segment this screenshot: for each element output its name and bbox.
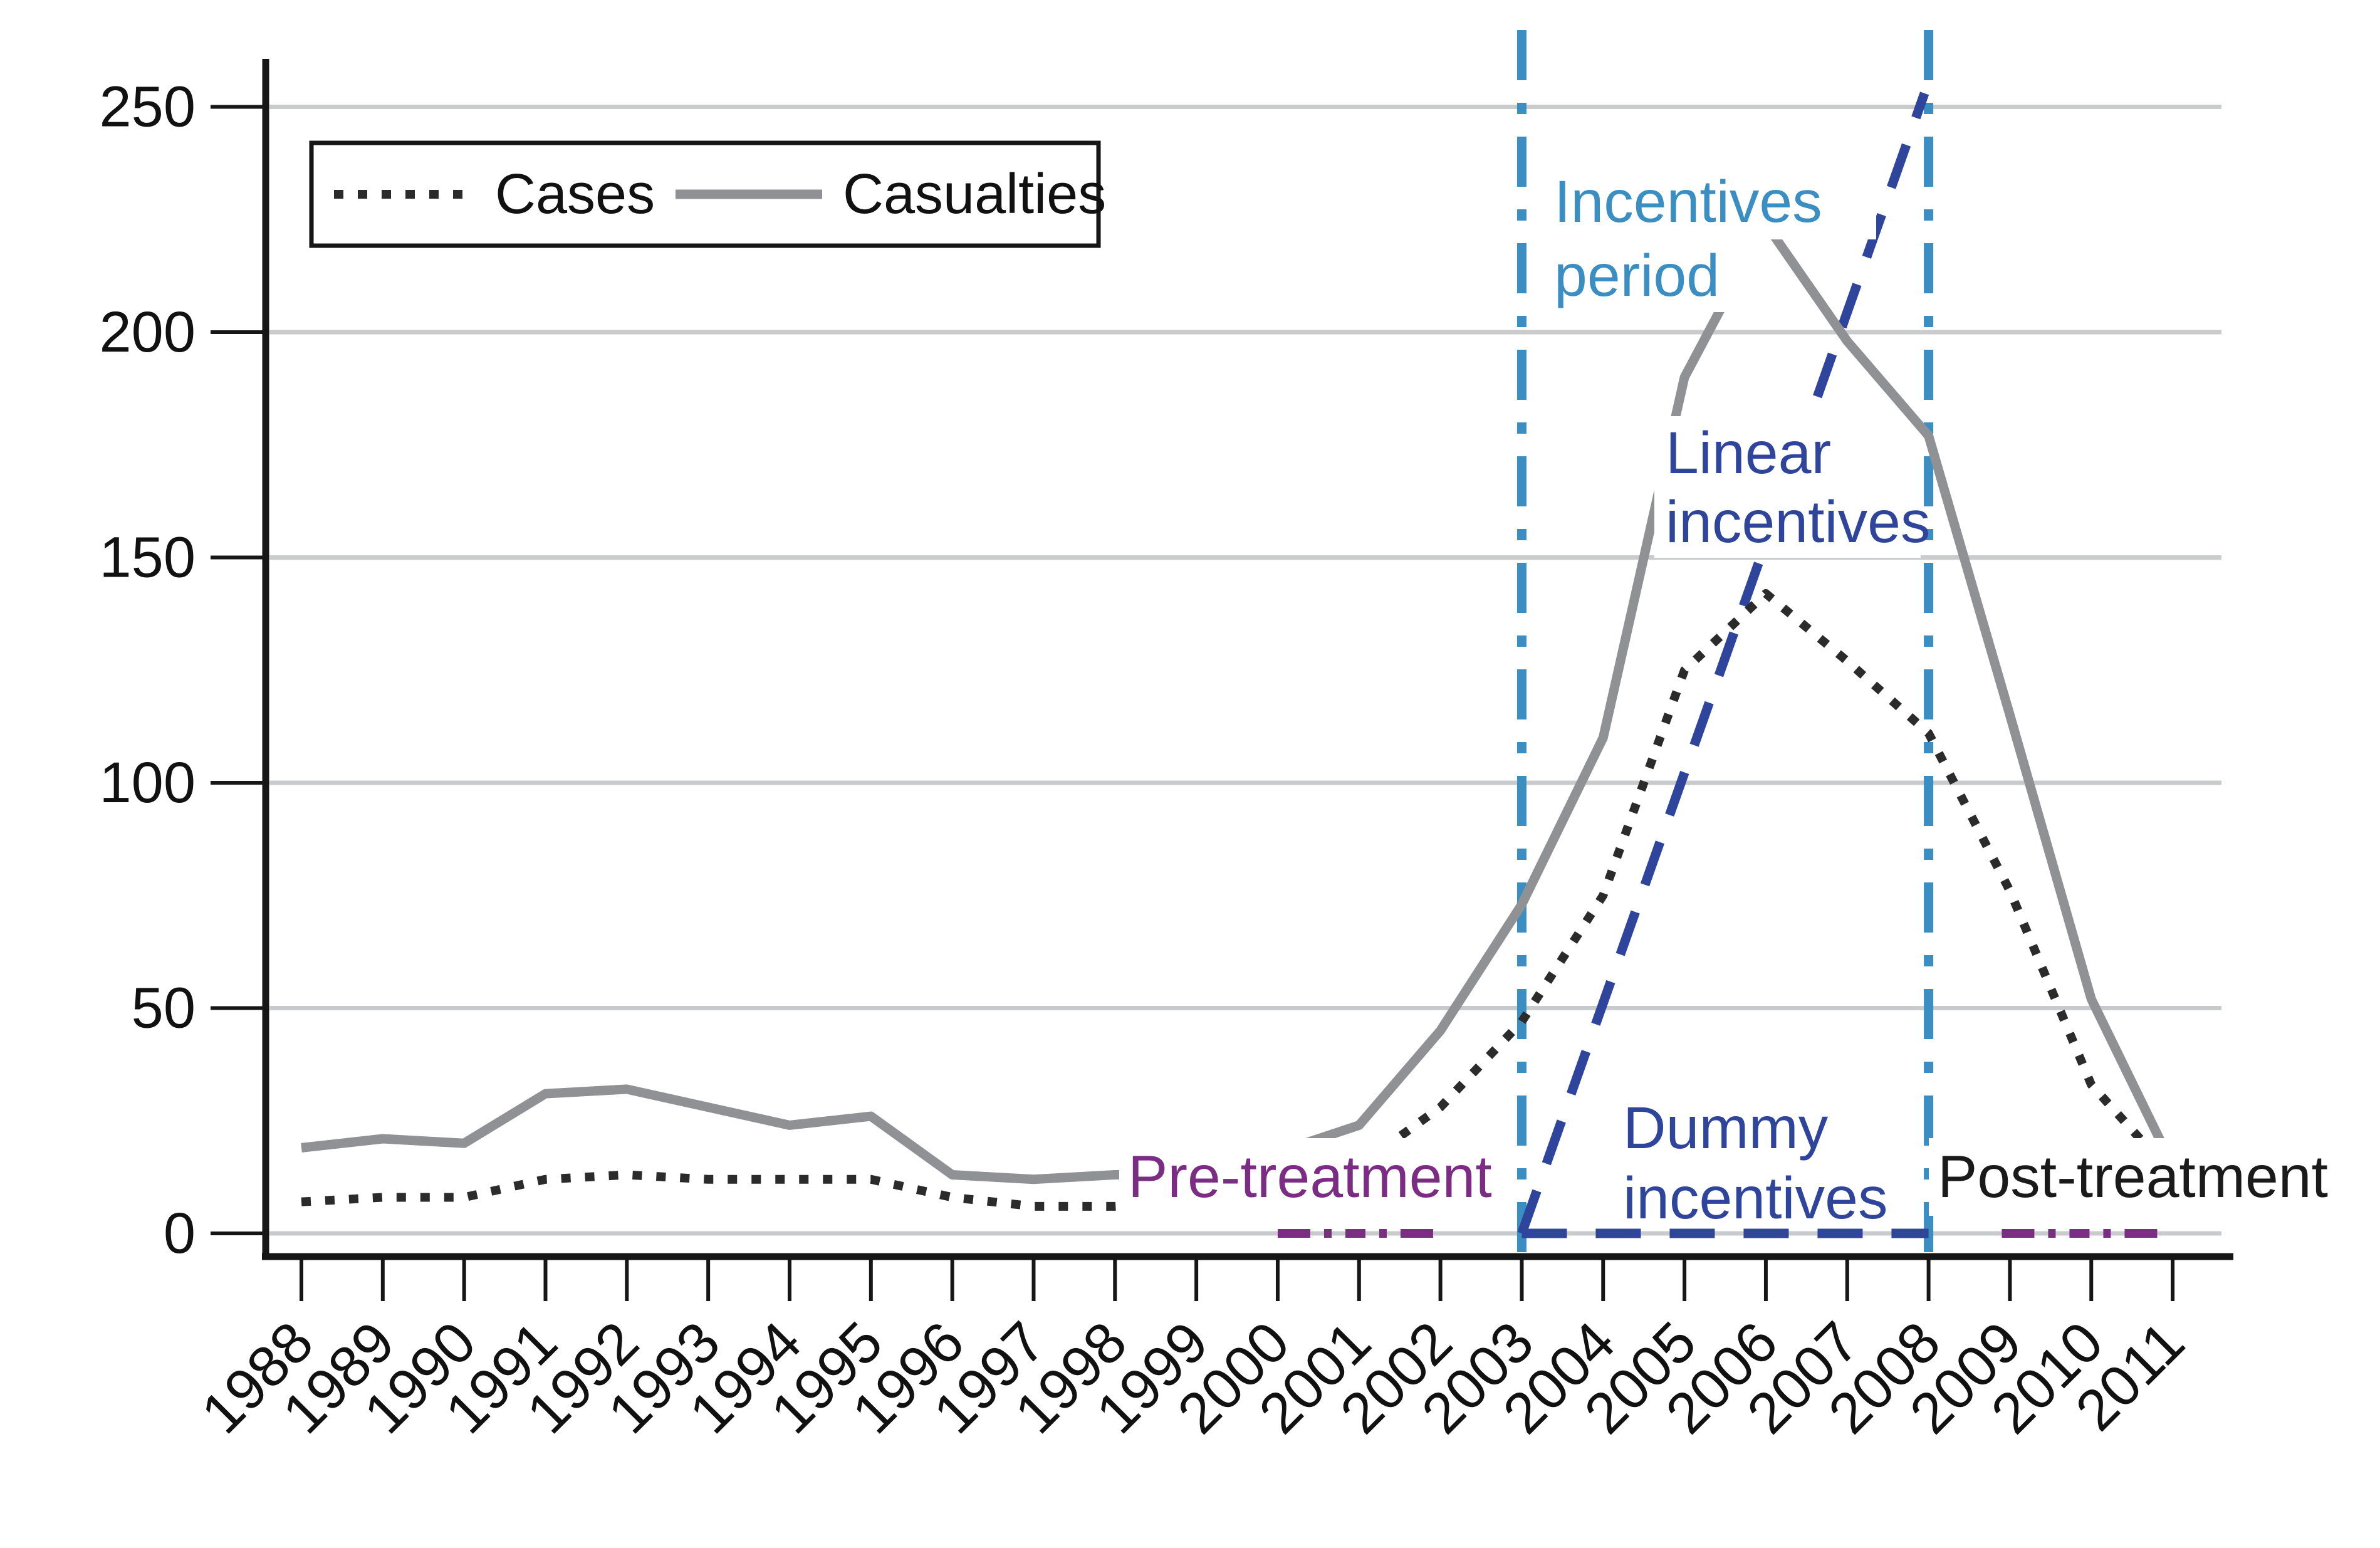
incentives-period-bg-0 [1543,164,1876,239]
legend-casualties-label: Casualties [843,163,1106,226]
linear-incentives-label-1: incentives [1666,489,1930,555]
post-treatment-bg-0 [1929,1138,2347,1216]
incentives-period-label-0: Incentives [1554,169,1822,235]
y-tick-label-0: 0 [164,1201,196,1265]
legend: Cases Casualties [309,140,1106,248]
legend-cases-label: Cases [495,163,655,226]
axes [262,59,2233,1260]
y-tick-label-150: 150 [100,526,196,590]
y-tick-label-250: 250 [100,75,196,139]
pre-treatment-bg-0 [1119,1138,1506,1216]
y-tick-label-50: 50 [132,976,196,1040]
linear-incentives-label-0: Linear [1666,420,1831,486]
linear-incentives-bg-1 [1654,486,1921,558]
y-gridlines [269,105,2221,1236]
dummy-incentives-bg-0 [1612,1090,1842,1166]
linear-incentives-bg-0 [1654,416,1846,490]
incentives-period-vlines [1516,30,1934,1257]
pre-treatment-label-0: Pre-treatment [1128,1144,1492,1210]
dummy-incentives-label-0: Dummy [1623,1095,1829,1161]
incentives-period-bg-1 [1543,239,1763,312]
dummy-incentives-bg-1 [1612,1162,1895,1228]
y-tick-label-200: 200 [100,300,196,364]
incentives-period-label-1: period [1554,243,1720,309]
y-axis-ticks-labels: 0 50 100 150 200 250 [100,75,263,1265]
post-treatment-label-0: Post-treatment [1938,1144,2328,1210]
annotations: IncentivesperiodLinearincentivesDummyinc… [1119,164,2347,1232]
cases-line [301,589,2176,1211]
y-tick-label-100: 100 [100,751,196,815]
linear-incentives-line [1517,92,1929,1235]
dummy-incentives-label-1: incentives [1623,1165,1887,1232]
